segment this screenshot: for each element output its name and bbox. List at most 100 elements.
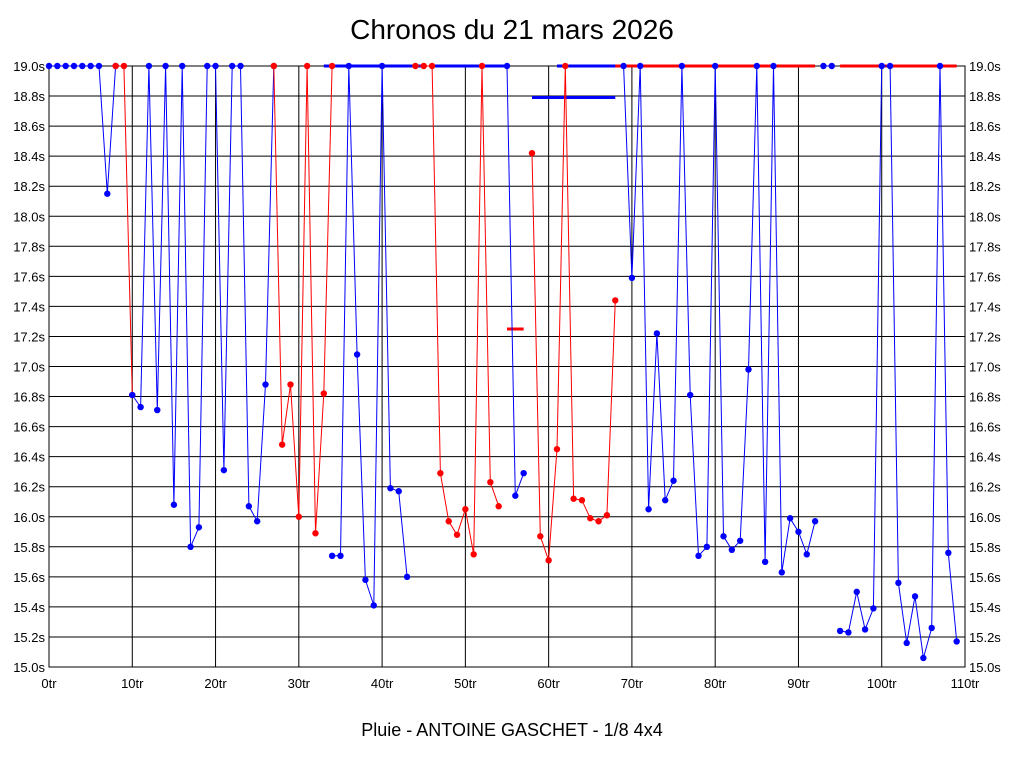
data-point <box>295 513 303 520</box>
data-point <box>861 626 869 633</box>
y-tick-label-left: 17.8s <box>13 239 45 254</box>
data-point <box>553 445 561 453</box>
y-tick-label-left: 15.8s <box>13 540 45 555</box>
data-point <box>570 495 577 502</box>
y-tick-label-left: 18.0s <box>13 209 45 224</box>
y-tick-label-right: 15.0s <box>969 660 1001 675</box>
data-point <box>303 62 311 70</box>
x-tick-label: 90tr <box>787 676 810 691</box>
data-point <box>495 503 502 510</box>
data-point <box>212 62 219 70</box>
data-point <box>736 537 744 544</box>
data-point <box>229 62 236 70</box>
data-point <box>345 62 352 70</box>
data-point <box>820 62 827 70</box>
data-point <box>137 403 144 411</box>
data-point <box>420 62 427 70</box>
data-point <box>903 639 910 647</box>
series-points <box>45 62 960 662</box>
y-tick-label-left: 18.8s <box>13 89 45 104</box>
data-point <box>845 629 852 636</box>
y-tick-label-right: 15.4s <box>969 600 1001 615</box>
y-tick-label-right: 15.8s <box>969 540 1001 555</box>
data-point <box>70 62 78 70</box>
data-point <box>720 533 727 540</box>
data-point <box>811 518 819 525</box>
y-tick-label-right: 15.2s <box>969 630 1001 645</box>
data-point <box>204 62 211 70</box>
chart-title: Chronos du 21 mars 2026 <box>350 14 674 45</box>
data-point <box>395 488 402 495</box>
data-point <box>95 62 103 70</box>
data-point <box>187 543 194 550</box>
data-point <box>262 381 269 388</box>
data-point <box>437 469 444 477</box>
y-tick-label-right: 15.6s <box>969 570 1001 585</box>
data-point <box>129 391 136 399</box>
data-point <box>145 62 153 70</box>
y-tick-label-right: 16.4s <box>969 450 1001 465</box>
y-tick-label-right: 16.8s <box>969 390 1001 405</box>
data-point <box>220 466 228 474</box>
y-tick-label-right: 18.0s <box>969 209 1001 224</box>
y-tick-label-left: 19.0s <box>13 59 45 74</box>
y-tick-label-left: 15.2s <box>13 630 45 645</box>
data-point <box>587 515 594 522</box>
y-tick-label-left: 18.6s <box>13 119 45 134</box>
y-tick-label-left: 16.0s <box>13 510 45 525</box>
data-point <box>328 62 336 70</box>
data-point <box>745 366 752 373</box>
data-point <box>920 654 927 662</box>
data-point <box>853 588 860 596</box>
data-point <box>628 274 636 282</box>
data-point <box>770 62 777 70</box>
y-tick-label-right: 17.4s <box>969 299 1001 314</box>
data-point <box>387 485 394 492</box>
data-point <box>761 558 769 566</box>
data-point <box>678 62 686 70</box>
data-point <box>337 552 344 560</box>
x-tick-label: 10tr <box>121 676 144 691</box>
data-point <box>370 602 377 609</box>
y-tick-label-left: 15.0s <box>13 660 45 675</box>
data-point <box>828 62 835 70</box>
data-point <box>728 546 736 554</box>
y-tick-label-right: 16.2s <box>969 480 1001 495</box>
data-point <box>428 62 436 70</box>
y-tick-label-left: 17.4s <box>13 299 45 314</box>
data-point <box>911 593 919 600</box>
data-point <box>237 62 244 70</box>
data-point <box>478 62 486 70</box>
y-tick-label-right: 19.0s <box>969 59 1001 74</box>
data-point <box>670 477 677 484</box>
x-tick-label: 0tr <box>41 676 57 691</box>
data-point <box>520 469 527 477</box>
data-point <box>120 62 128 70</box>
data-point <box>362 576 369 584</box>
data-point <box>803 551 810 558</box>
x-tick-label: 100tr <box>867 676 897 691</box>
data-point <box>487 478 494 486</box>
data-point <box>645 506 652 513</box>
data-point <box>662 497 669 504</box>
y-tick-label-left: 16.6s <box>13 420 45 435</box>
y-tick-label-left: 16.8s <box>13 390 45 405</box>
series-line <box>623 65 816 573</box>
data-point <box>870 605 877 612</box>
data-point <box>603 512 611 519</box>
data-point <box>278 441 286 448</box>
y-tick-label-left: 17.2s <box>13 329 45 344</box>
data-point <box>179 62 186 70</box>
chart-subtitle: Pluie - ANTOINE GASCHET - 1/8 4x4 <box>361 720 663 740</box>
data-point <box>378 62 386 70</box>
data-point <box>778 569 785 576</box>
data-point <box>87 62 94 70</box>
data-point <box>637 62 644 70</box>
x-tick-label: 70tr <box>621 676 644 691</box>
data-point <box>711 62 719 70</box>
y-tick-label-right: 18.4s <box>969 149 1001 164</box>
data-point <box>953 638 960 645</box>
data-point <box>528 149 536 157</box>
y-tick-label-left: 16.2s <box>13 480 45 495</box>
